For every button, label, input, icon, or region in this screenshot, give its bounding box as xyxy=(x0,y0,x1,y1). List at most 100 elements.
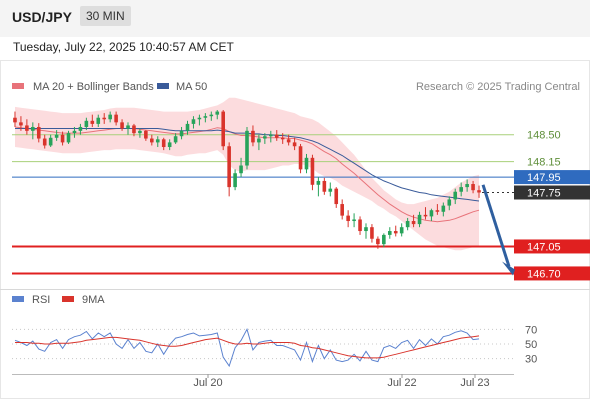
timestamp: Tuesday, July 22, 2025 10:40:57 AM CET xyxy=(13,40,234,54)
candle-body xyxy=(471,184,475,191)
rsi-legend-label: RSI xyxy=(32,294,50,306)
candle-body xyxy=(155,139,160,143)
level-label-pivot: 147.95 xyxy=(527,172,561,184)
ma9-legend-swatch xyxy=(62,296,74,302)
candle-body xyxy=(292,142,297,147)
candle-body xyxy=(144,130,148,139)
candle-body xyxy=(132,125,136,134)
candle-body xyxy=(66,133,71,143)
candle-body xyxy=(215,111,220,115)
candle-body xyxy=(340,204,344,216)
candle-body xyxy=(191,119,196,124)
rsi-tick-label: 30 xyxy=(525,354,537,366)
candle-body xyxy=(185,123,190,131)
candle-body xyxy=(459,187,463,192)
level-label-resistance: 148.50 xyxy=(527,130,561,142)
x-axis-tick-label: Jul 23 xyxy=(460,377,489,389)
ma20-legend-swatch xyxy=(12,83,24,89)
candle-body xyxy=(334,188,339,205)
candle-body xyxy=(245,130,249,166)
candle-body xyxy=(48,137,53,146)
candle-body xyxy=(126,125,130,129)
candle-body xyxy=(251,130,255,143)
candle-body xyxy=(441,205,446,212)
ma50-legend-swatch xyxy=(157,83,169,89)
candle-body xyxy=(429,210,434,217)
candle-body xyxy=(13,117,17,123)
candle-body xyxy=(197,117,202,120)
rsi-legend-swatch xyxy=(12,296,24,302)
candle-body xyxy=(346,215,350,222)
candle-body xyxy=(173,136,178,143)
candle-body xyxy=(257,138,261,143)
candle-body xyxy=(209,114,214,117)
candle-body xyxy=(465,184,469,188)
candle-body xyxy=(453,191,458,200)
candle-body xyxy=(221,111,226,147)
rsi-tick-label: 70 xyxy=(525,324,537,336)
level-tag-support xyxy=(514,239,590,254)
candle-body xyxy=(310,157,315,185)
candle-body xyxy=(370,227,374,239)
candle-body xyxy=(364,227,368,232)
candle-body xyxy=(233,173,237,188)
candle-body xyxy=(96,117,101,124)
candle-body xyxy=(316,180,321,185)
candle-body xyxy=(352,219,356,222)
candle-body xyxy=(25,125,29,131)
candle-body xyxy=(280,137,285,140)
chart-frame xyxy=(0,60,590,399)
interval-badge[interactable]: 30 MIN xyxy=(80,6,131,26)
research-credit: Research © 2025 Trading Central xyxy=(416,81,580,93)
candle-body xyxy=(138,130,142,134)
candle-body xyxy=(274,134,279,138)
candle-body xyxy=(435,210,440,212)
rsi-line xyxy=(14,327,480,368)
x-axis: Jul 20 Jul 22 Jul 23 xyxy=(12,374,514,389)
candle-body xyxy=(239,165,243,174)
candle-body xyxy=(328,188,333,192)
level-label-last: 147.75 xyxy=(527,188,561,200)
candle-body xyxy=(304,157,309,170)
candle-body xyxy=(114,114,118,123)
candle-body xyxy=(60,134,65,143)
candle-body xyxy=(382,234,386,245)
candle-body xyxy=(358,219,362,232)
candle-body xyxy=(393,231,398,234)
forecast-arrow-shaft xyxy=(481,184,511,267)
candle-body xyxy=(376,238,380,245)
candle-body xyxy=(102,117,107,120)
candle-body xyxy=(399,227,404,234)
candle-body xyxy=(477,190,481,193)
candle-body xyxy=(298,146,303,170)
candle-body xyxy=(19,122,23,126)
candle-body xyxy=(417,214,422,225)
candle-body xyxy=(286,139,291,143)
price-layer: 148.50 148.15 147.95 147.75 147.05 146.70 xyxy=(12,97,590,281)
candle-body xyxy=(387,231,392,235)
level-tag-last xyxy=(514,185,590,200)
candle-body xyxy=(405,221,410,228)
candle-body xyxy=(227,146,231,188)
ma9-line xyxy=(15,335,480,359)
candle-body xyxy=(322,180,327,192)
ma20-legend-label: MA 20 + Bollinger Bands xyxy=(33,81,154,93)
ma9-legend-label: 9MA xyxy=(82,294,105,306)
candle-body xyxy=(78,126,83,131)
x-axis-tick-label: Jul 22 xyxy=(387,377,416,389)
candle-body xyxy=(203,116,208,118)
forecast-arrow-head xyxy=(502,261,515,276)
candle-body xyxy=(423,214,428,217)
candle-body xyxy=(54,134,59,138)
candle-body xyxy=(31,126,35,131)
chart-header: USD/JPY 30 MIN xyxy=(0,0,590,37)
x-axis-tick-label: Jul 20 xyxy=(193,377,222,389)
candle-body xyxy=(108,114,112,120)
candle-body xyxy=(120,122,124,129)
candle-body xyxy=(42,138,47,146)
ma50-legend-label: MA 50 xyxy=(176,81,207,93)
symbol-title: USD/JPY xyxy=(12,9,72,25)
level-tag-support xyxy=(514,266,590,281)
level-label-support: 147.05 xyxy=(527,241,561,253)
